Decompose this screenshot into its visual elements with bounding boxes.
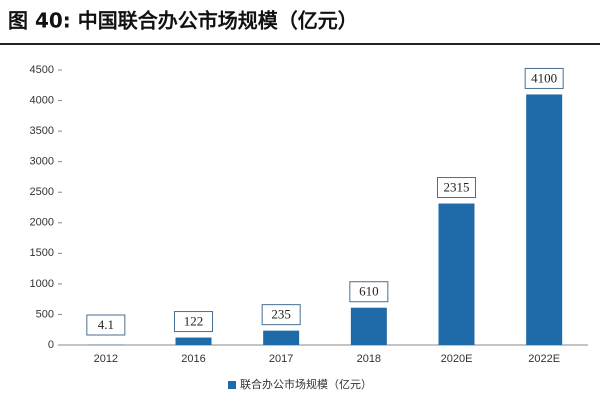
bar [176,338,212,345]
y-tick-label: 0 [48,339,54,351]
y-tick-label: 1500 [30,247,54,259]
legend-label: 联合办公市场规模（亿元） [240,377,372,391]
bar [526,94,562,345]
x-tick-label: 2020E [441,353,473,365]
bar [439,204,475,345]
y-tick-label: 3000 [30,156,54,168]
value-label: 235 [271,307,291,322]
value-label: 2315 [444,180,470,195]
value-label: 610 [359,284,379,299]
value-label: 122 [184,314,204,329]
y-tick-label: 2000 [30,217,54,229]
x-tick-label: 2018 [357,353,381,365]
value-label: 4.1 [98,317,114,332]
x-tick-label: 2012 [94,353,118,365]
y-tick-label: 4500 [30,64,54,76]
y-tick-label: 4000 [30,94,54,106]
value-label: 4100 [531,70,557,85]
chart-title: 图 40: 中国联合办公市场规模（亿元） [8,9,358,33]
y-tick-label: 2500 [30,186,54,198]
x-tick-label: 2016 [181,353,205,365]
y-tick-label: 3500 [30,125,54,137]
y-tick-label: 500 [36,308,54,320]
x-tick-label: 2017 [269,353,293,365]
y-tick-label: 1000 [30,278,54,290]
bar [263,331,299,345]
bar [351,308,387,345]
x-tick-label: 2022E [528,353,560,365]
legend-swatch [228,381,236,389]
